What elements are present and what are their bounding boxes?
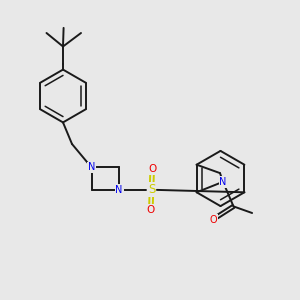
Text: O: O bbox=[148, 164, 156, 175]
Text: N: N bbox=[88, 162, 95, 172]
Text: O: O bbox=[147, 205, 155, 215]
Text: S: S bbox=[148, 183, 155, 196]
Text: O: O bbox=[210, 215, 217, 225]
Text: N: N bbox=[116, 185, 123, 195]
Text: N: N bbox=[219, 177, 227, 187]
